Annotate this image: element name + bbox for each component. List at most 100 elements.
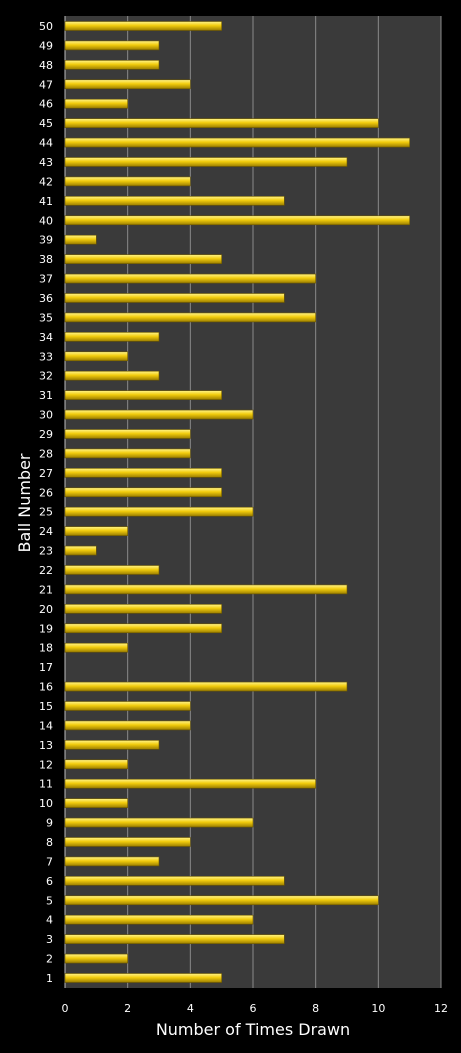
y-tick-label-35: 35 [39, 311, 53, 324]
bar-ball-18 [64, 642, 128, 653]
y-tick-label-39: 39 [39, 234, 53, 247]
y-tick-label-49: 49 [39, 39, 53, 52]
bar-ball-42 [64, 176, 191, 187]
x-tick-labels: 0 2 4 6 8 10 12 [62, 1002, 449, 1015]
y-tick-label-32: 32 [39, 370, 53, 383]
bar-ball-1 [64, 973, 222, 983]
y-tick-label-13: 13 [39, 739, 53, 752]
bar-ball-34 [64, 332, 160, 342]
y-tick-label-2: 2 [46, 953, 53, 966]
y-tick-label-16: 16 [39, 681, 53, 694]
y-tick-label-36: 36 [39, 292, 53, 305]
bar-ball-38 [64, 254, 222, 264]
y-tick-label-4: 4 [46, 914, 53, 927]
y-tick-label-50: 50 [39, 20, 53, 33]
bar-ball-22 [64, 565, 160, 575]
y-tick-label-22: 22 [39, 564, 53, 577]
y-axis-title: Ball Number [15, 453, 34, 552]
y-tick-label-26: 26 [39, 486, 53, 499]
bar-ball-26 [64, 487, 222, 498]
x-tick-label-8: 8 [312, 1002, 319, 1015]
bar-ball-39 [64, 234, 97, 245]
bar-ball-28 [64, 448, 191, 459]
bar-ball-45 [64, 118, 379, 128]
y-tick-label-29: 29 [39, 428, 53, 441]
y-tick-label-30: 30 [39, 409, 53, 422]
y-tick-label-38: 38 [39, 253, 53, 266]
y-tick-label-37: 37 [39, 273, 53, 286]
y-tick-label-7: 7 [46, 855, 53, 868]
x-tick-label-10: 10 [371, 1002, 385, 1015]
y-tick-label-24: 24 [39, 525, 53, 538]
y-tick-label-45: 45 [39, 117, 53, 130]
bar-ball-47 [64, 79, 191, 90]
bar-ball-36 [64, 293, 285, 303]
bar-ball-50 [64, 21, 222, 31]
bar-ball-44 [64, 137, 410, 148]
y-tick-label-14: 14 [39, 719, 53, 732]
bar-ball-9 [64, 817, 254, 828]
bar-ball-29 [64, 429, 191, 439]
bar-ball-14 [64, 720, 191, 731]
y-tick-label-48: 48 [39, 59, 53, 72]
bar-ball-7 [64, 856, 160, 867]
y-tick-label-25: 25 [39, 506, 53, 519]
y-tick-label-47: 47 [39, 78, 53, 91]
bar-ball-16 [64, 681, 348, 692]
bar-ball-41 [64, 196, 285, 206]
y-tick-label-44: 44 [39, 137, 53, 150]
x-tick-label-12: 12 [434, 1002, 448, 1015]
bar-ball-5 [64, 895, 379, 906]
bar-ball-10 [64, 798, 128, 808]
y-tick-label-20: 20 [39, 603, 53, 616]
bar-ball-19 [64, 623, 222, 634]
bar-ball-3 [64, 934, 285, 944]
y-tick-label-33: 33 [39, 350, 53, 363]
bar-ball-12 [64, 759, 128, 770]
y-tick-label-15: 15 [39, 700, 53, 713]
y-tick-labels: 1234567891011121314151617181920212223242… [39, 20, 53, 985]
bar-ball-33 [64, 351, 128, 362]
y-tick-label-21: 21 [39, 583, 53, 596]
y-tick-label-19: 19 [39, 622, 53, 635]
y-tick-label-11: 11 [39, 778, 53, 791]
bars [64, 21, 410, 983]
y-tick-label-5: 5 [46, 894, 53, 907]
bar-ball-35 [64, 312, 316, 323]
y-tick-label-40: 40 [39, 214, 53, 227]
y-tick-label-3: 3 [46, 933, 53, 946]
bar-ball-30 [64, 409, 254, 420]
y-tick-label-1: 1 [46, 972, 53, 985]
bar-ball-32 [64, 370, 160, 381]
bar-ball-23 [64, 545, 97, 556]
y-tick-label-31: 31 [39, 389, 53, 402]
bar-ball-20 [64, 604, 222, 614]
y-tick-label-34: 34 [39, 331, 53, 344]
bar-ball-48 [64, 60, 160, 70]
y-tick-label-27: 27 [39, 467, 53, 480]
y-tick-label-9: 9 [46, 817, 53, 830]
bar-ball-25 [64, 506, 254, 517]
x-tick-label-6: 6 [250, 1002, 257, 1015]
bar-ball-2 [64, 953, 128, 964]
y-tick-label-42: 42 [39, 175, 53, 188]
bar-ball-6 [64, 876, 285, 886]
x-tick-label-4: 4 [187, 1002, 194, 1015]
x-tick-label-2: 2 [124, 1002, 131, 1015]
bar-ball-31 [64, 390, 222, 400]
bar-ball-43 [64, 157, 348, 167]
bar-ball-27 [64, 468, 222, 478]
y-tick-label-23: 23 [39, 545, 53, 558]
bar-ball-21 [64, 584, 348, 595]
y-tick-label-6: 6 [46, 875, 53, 888]
y-tick-label-18: 18 [39, 642, 53, 655]
bar-ball-46 [64, 98, 128, 109]
bar-ball-15 [64, 701, 191, 711]
bar-ball-49 [64, 40, 160, 51]
bar-ball-24 [64, 526, 128, 536]
y-tick-label-17: 17 [39, 661, 53, 674]
bar-ball-40 [64, 215, 410, 226]
bar-ball-37 [64, 273, 316, 284]
